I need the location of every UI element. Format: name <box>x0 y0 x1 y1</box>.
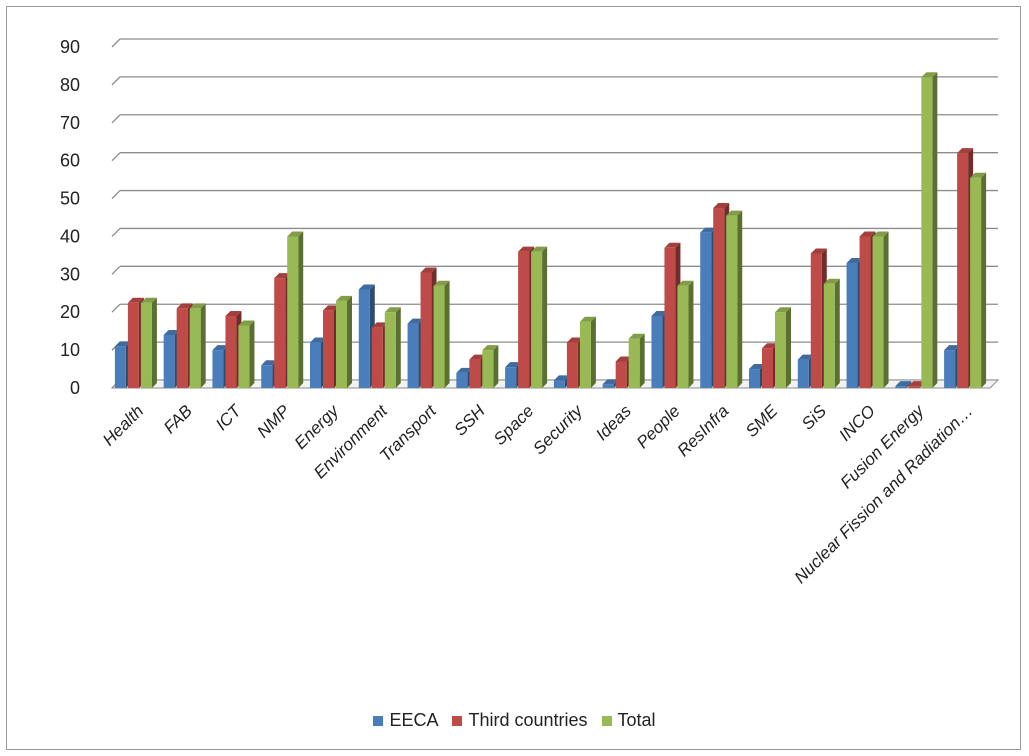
bar-total <box>189 303 206 388</box>
bar-total <box>823 278 840 388</box>
gridline-edge <box>111 114 121 124</box>
legend-label: Total <box>617 710 656 730</box>
bar-total <box>775 307 791 388</box>
y-tick-label: 60 <box>60 151 80 171</box>
legend-label: Third countries <box>468 710 588 730</box>
y-tick-label: 30 <box>60 264 80 284</box>
legend-label: EECA <box>389 710 439 730</box>
y-tick-label: 0 <box>70 378 80 398</box>
y-tick-label: 10 <box>60 340 80 360</box>
legend-item: Third countries <box>452 710 588 731</box>
bar-total <box>384 307 401 388</box>
x-category-label: Space <box>490 401 538 449</box>
x-category-label: Health <box>99 401 147 449</box>
bar-total <box>579 316 596 388</box>
x-category-label: Security <box>529 400 587 458</box>
x-category-label: NMP <box>253 401 294 442</box>
legend-swatch <box>601 715 612 726</box>
y-tick-label: 80 <box>60 75 80 95</box>
x-category-label: Ideas <box>592 401 635 444</box>
y-tick-label: 50 <box>60 189 80 209</box>
x-category-label: FAB <box>160 401 196 437</box>
bar-total <box>872 231 889 388</box>
x-category-label: INCO <box>835 401 878 444</box>
bar-total <box>677 280 694 388</box>
bar-total <box>921 72 938 389</box>
gridline-edge <box>111 265 121 275</box>
bar-eeca <box>895 381 912 388</box>
x-category-label: ICT <box>212 400 246 434</box>
bar-total <box>140 297 157 388</box>
bar-total <box>531 246 548 388</box>
bar-total <box>238 320 255 388</box>
legend-swatch <box>373 715 384 726</box>
x-category-label: SME <box>742 401 782 441</box>
gridline-edge <box>111 76 121 86</box>
x-category-label: SSH <box>451 401 490 440</box>
bar-total <box>970 172 987 388</box>
x-category-label: ResInfra <box>674 401 733 460</box>
y-tick-label: 90 <box>60 37 80 57</box>
x-category-label: SiS <box>798 401 831 434</box>
bar-total <box>628 333 645 388</box>
x-category-label: Fusion Energy <box>837 400 929 492</box>
bar-total <box>433 280 450 388</box>
y-tick-label: 40 <box>60 226 80 246</box>
gridline-edge <box>111 303 121 313</box>
legend-item: Total <box>601 710 656 731</box>
y-tick-label: 20 <box>60 302 80 322</box>
gridline-edge <box>111 190 121 200</box>
legend-swatch <box>452 715 463 726</box>
legend-item: EECA <box>373 710 438 731</box>
gridline-edge <box>111 38 121 48</box>
chart-legend: EECA Third countries Total <box>0 710 1029 731</box>
gridline-edge <box>111 227 121 237</box>
bar-total <box>287 231 304 388</box>
bar-total <box>482 345 499 388</box>
gridline-edge <box>111 152 121 162</box>
bar-total <box>726 210 743 388</box>
y-tick-label: 70 <box>60 113 80 133</box>
bar-total <box>336 295 352 388</box>
x-category-label: Nuclear Fission and Radiation… <box>791 401 977 587</box>
